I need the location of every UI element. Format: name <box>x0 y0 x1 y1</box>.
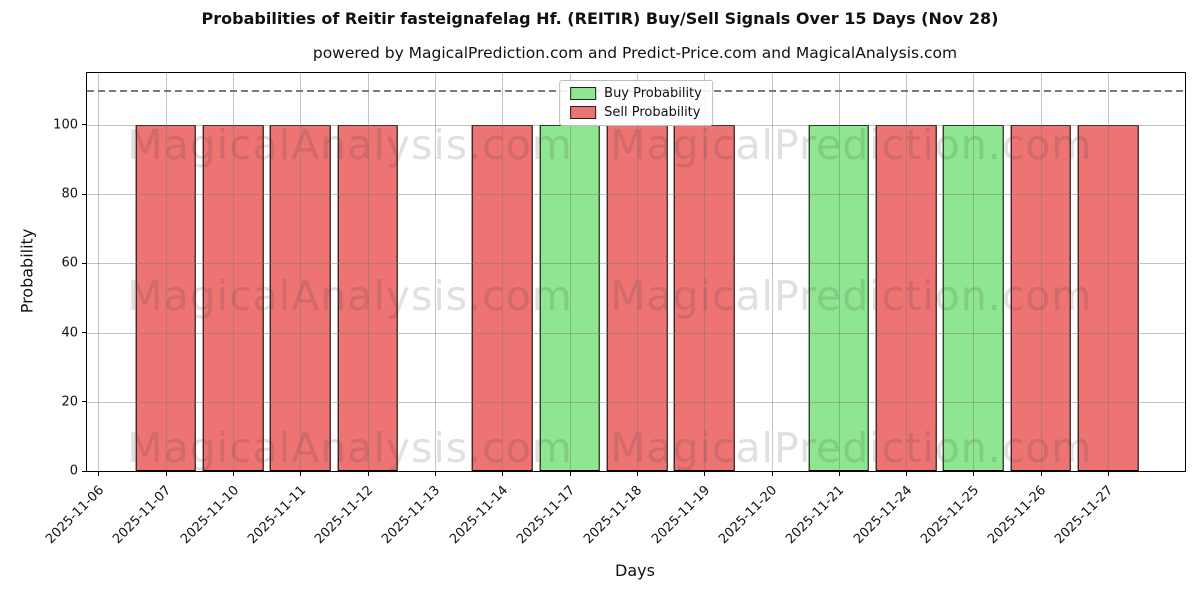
gridline-v <box>1040 73 1042 471</box>
bar-2025-11-21-buy <box>808 124 870 471</box>
bar-2025-11-24-sell <box>875 124 937 471</box>
x-tick-mark <box>367 471 369 476</box>
legend: Buy Probability Sell Probability <box>559 80 713 126</box>
x-tick-label: 2025-11-18 <box>581 483 646 548</box>
x-tick-mark <box>771 471 773 476</box>
chart-title: Probabilities of Reitir fasteignafelag H… <box>201 9 999 28</box>
bar-2025-11-27-sell <box>1077 124 1139 471</box>
gridline-v <box>771 73 773 471</box>
legend-label: Sell Probability <box>604 105 701 120</box>
gridline-v <box>300 73 302 471</box>
bar-2025-11-12-sell <box>337 124 398 471</box>
gridline-v <box>636 73 638 471</box>
x-tick-mark <box>838 471 840 476</box>
bar-2025-11-11-sell <box>270 124 331 471</box>
gridline-v <box>569 73 571 471</box>
gridline-v <box>1108 73 1109 471</box>
legend-swatch-sell <box>570 106 597 119</box>
gridline-v <box>906 73 908 471</box>
x-tick-mark <box>98 471 100 476</box>
y-tick-label: 60 <box>61 255 78 271</box>
gridline-h <box>87 194 1185 196</box>
legend-item: Sell Probability <box>570 105 702 120</box>
x-tick-label: 2025-11-27 <box>1052 483 1117 548</box>
watermark-text: MagicalPrediction.com <box>610 423 1093 472</box>
y-tick-mark <box>82 193 87 195</box>
watermark-text: MagicalAnalysis.com <box>127 423 573 472</box>
x-tick-label: 2025-11-20 <box>716 483 781 548</box>
gridline-v <box>98 73 100 471</box>
gridline-h <box>87 263 1185 265</box>
gridline-h <box>87 332 1185 334</box>
gridline-v <box>165 73 167 471</box>
gridline-v <box>838 73 840 471</box>
gridline-v <box>233 73 235 471</box>
bar-2025-11-07-sell <box>135 124 197 471</box>
watermark-text: MagicalAnalysis.com <box>127 271 573 320</box>
legend-item: Buy Probability <box>570 86 702 101</box>
x-tick-mark <box>300 471 302 476</box>
bar-2025-11-25-buy <box>943 124 1004 471</box>
x-tick-label: 2025-11-19 <box>648 483 713 548</box>
y-tick-label: 40 <box>61 325 78 341</box>
x-tick-label: 2025-11-11 <box>244 483 309 548</box>
watermark-text: MagicalPrediction.com <box>610 121 1093 170</box>
x-tick-label: 2025-11-26 <box>985 483 1050 548</box>
x-tick-mark <box>502 471 504 476</box>
gridline-v <box>704 73 706 471</box>
bar-2025-11-10-sell <box>202 124 264 471</box>
plot-area: Buy Probability Sell Probability 0 20 40 60 8… <box>43 72 1186 547</box>
x-tick-label: 2025-11-07 <box>110 483 175 548</box>
y-tick-label: 100 <box>53 117 78 133</box>
x-tick-mark <box>165 471 167 476</box>
gridline-h <box>87 401 1185 403</box>
y-tick-label: 20 <box>61 394 78 410</box>
bar-2025-11-19-sell <box>673 124 735 471</box>
x-tick-mark <box>1040 471 1042 476</box>
x-tick-label: 2025-11-17 <box>514 483 579 548</box>
x-tick-mark <box>435 471 436 476</box>
x-tick-label: 2025-11-10 <box>177 483 242 548</box>
y-tick-label: 80 <box>61 186 78 202</box>
y-tick-mark <box>82 470 87 472</box>
watermark-text: MagicalAnalysis.com <box>127 121 573 170</box>
x-tick-label: 2025-11-12 <box>312 483 377 548</box>
y-tick-mark <box>82 262 87 264</box>
x-tick-label: 2025-11-25 <box>917 483 982 548</box>
x-tick-mark <box>973 471 975 476</box>
x-tick-label: 2025-11-06 <box>43 483 108 548</box>
legend-label: Buy Probability <box>604 86 702 101</box>
legend-swatch-buy <box>570 87 597 100</box>
gridline-v <box>367 73 369 471</box>
chart-subtitle: powered by MagicalPrediction.com and Pre… <box>312 44 958 62</box>
bar-2025-11-26-sell <box>1010 124 1071 471</box>
x-tick-mark <box>704 471 706 476</box>
bar-2025-11-14-sell <box>471 124 533 471</box>
gridline-v <box>973 73 975 471</box>
y-tick-label: 0 <box>69 463 78 479</box>
x-tick-mark <box>906 471 908 476</box>
x-tick-label: 2025-11-21 <box>783 483 848 548</box>
bar-2025-11-17-buy <box>539 124 600 471</box>
y-tick-mark <box>82 332 87 334</box>
y-tick-mark <box>82 401 87 403</box>
x-tick-mark <box>233 471 235 476</box>
x-axis-label: Days <box>615 561 655 580</box>
y-tick-mark <box>82 124 87 126</box>
x-tick-label: 2025-11-24 <box>850 483 915 548</box>
y-axis-label: Probability <box>17 228 37 314</box>
x-tick-mark <box>1108 471 1109 476</box>
x-tick-label: 2025-11-14 <box>446 483 511 548</box>
watermark-text: MagicalPrediction.com <box>610 271 1093 320</box>
x-tick-mark <box>636 471 638 476</box>
x-tick-label: 2025-11-13 <box>379 483 444 548</box>
gridline-v <box>435 73 436 471</box>
x-tick-mark <box>569 471 571 476</box>
gridline-v <box>502 73 504 471</box>
